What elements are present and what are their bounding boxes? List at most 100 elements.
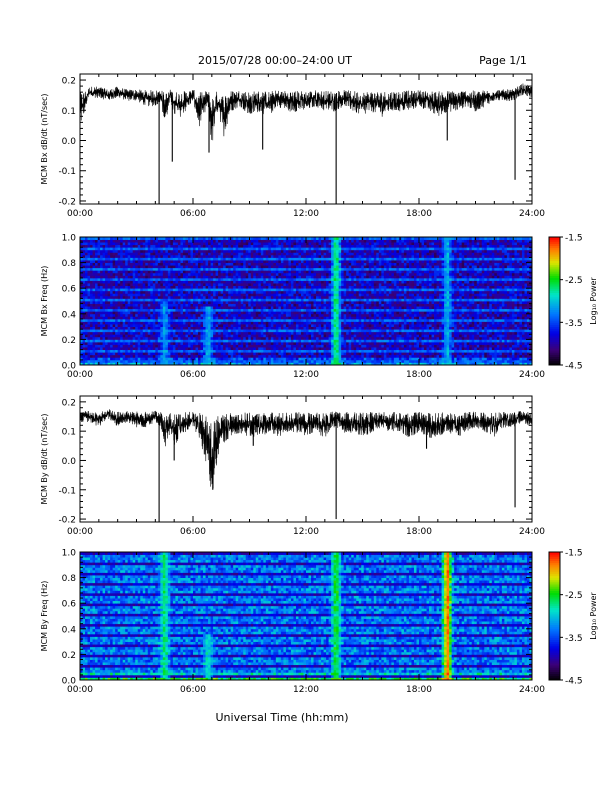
spectrogram-cell [165, 275, 168, 278]
spectrogram-cell [143, 324, 146, 327]
spectrogram-cell [145, 293, 148, 296]
spectrogram-cell [103, 278, 106, 281]
spectrogram-cell [170, 296, 173, 299]
spectrogram-cell [148, 291, 151, 294]
spectrogram-cell [125, 283, 128, 286]
spectrogram-cell [133, 352, 136, 355]
spectrogram-cell [143, 327, 146, 330]
spectrogram-cell [108, 255, 111, 258]
spectrogram-cell [150, 357, 153, 360]
spectrogram-cell [153, 347, 156, 350]
spectrogram-cell [183, 293, 186, 296]
spectrogram-cell [100, 291, 103, 294]
spectrogram-cell [135, 298, 138, 301]
spectrogram-cell [168, 270, 171, 273]
spectrogram-cell [155, 268, 158, 271]
spectrogram-cell [153, 314, 156, 317]
spectrogram-cell [100, 347, 103, 350]
spectrogram-cell [138, 293, 141, 296]
spectrogram-cell [143, 252, 146, 255]
spectrogram-cell [175, 345, 178, 348]
spectrogram-cell [165, 278, 168, 281]
spectrogram-cell [153, 298, 156, 301]
spectrogram-cell [123, 252, 126, 255]
spectrogram-cell [135, 345, 138, 348]
spectrogram-cell [90, 293, 93, 296]
y-tick-label: -0.2 [58, 197, 76, 207]
spectrogram-cell [118, 298, 121, 301]
spectrogram-cell [168, 263, 171, 266]
spectrogram-cell [145, 324, 148, 327]
spectrogram-cell [143, 339, 146, 342]
spectrogram-cell [108, 321, 111, 324]
spectrogram-cell [178, 314, 181, 317]
spectrogram-cell [168, 321, 171, 324]
spectrogram-cell [170, 281, 173, 284]
spectrogram-cell [180, 347, 183, 350]
spectrogram-cell [155, 324, 158, 327]
spectrogram-cell [158, 337, 161, 340]
spectrogram-cell [115, 321, 118, 324]
spectrogram-cell [118, 311, 121, 314]
spectrogram-cell [130, 332, 133, 335]
spectrogram-cell [140, 268, 143, 271]
spectrogram-cell [133, 283, 136, 286]
spectrogram-cell [148, 301, 151, 304]
spectrogram-cell [155, 250, 158, 253]
spectrogram-cell [150, 352, 153, 355]
spectrogram-cell [95, 332, 98, 335]
spectrogram-cell [90, 334, 93, 337]
spectrogram-cell [95, 268, 98, 271]
spectrogram-cell [148, 273, 151, 276]
spectrogram-cell [105, 242, 108, 245]
spectrogram-cell [183, 337, 186, 340]
spectrogram-cell [168, 275, 171, 278]
spectrogram-cell [98, 255, 101, 258]
spectrogram-cell [115, 357, 118, 360]
spectrogram-cell [120, 319, 123, 322]
y-tick-label: -0.1 [58, 167, 76, 177]
spectrogram-cell [115, 275, 118, 278]
spectrogram-cell [158, 342, 161, 345]
spectrogram-cell [100, 329, 103, 332]
spectrogram-cell [120, 240, 123, 243]
spectrogram-cell [133, 337, 136, 340]
spectrogram-cell [123, 301, 126, 304]
spectrogram-cell [150, 360, 153, 363]
spectrogram-cell [153, 332, 156, 335]
spectrogram-cell [120, 347, 123, 350]
spectrogram-cell [123, 250, 126, 253]
spectrogram-cell [113, 260, 116, 263]
spectrogram-cell [103, 293, 106, 296]
spectrogram-cell [153, 245, 156, 248]
spectrogram-cell [110, 288, 113, 291]
spectrogram-cell [135, 327, 138, 330]
spectrogram-cell [90, 347, 93, 350]
spectrogram-cell [163, 332, 166, 335]
spectrogram-cell [125, 270, 128, 273]
spectrogram-cell [125, 245, 128, 248]
spectrogram-cell [153, 304, 156, 307]
spectrogram-cell [120, 247, 123, 250]
spectrogram-cell [158, 329, 161, 332]
spectrogram-cell [140, 309, 143, 312]
spectrogram-cell [95, 304, 98, 307]
spectrogram-cell [160, 247, 163, 250]
spectrogram-cell [90, 273, 93, 276]
spectrogram-cell [160, 291, 163, 294]
spectrogram-cell [180, 327, 183, 330]
spectrogram-cell [155, 355, 158, 358]
spectrogram-cell [143, 263, 146, 266]
spectrogram-cell [148, 334, 151, 337]
spectrogram-cell [165, 263, 168, 266]
spectrogram-cell [130, 304, 133, 307]
spectrogram-cell [115, 311, 118, 314]
spectrogram-cell [90, 250, 93, 253]
spectrogram-cell [165, 316, 168, 319]
spectrogram-cell [118, 252, 121, 255]
x-tick-label: 18:00 [406, 209, 432, 219]
spectrogram-cell [165, 283, 168, 286]
spectrogram-cell [148, 247, 151, 250]
spectrogram-cell [170, 252, 173, 255]
spectrogram-cell [143, 357, 146, 360]
